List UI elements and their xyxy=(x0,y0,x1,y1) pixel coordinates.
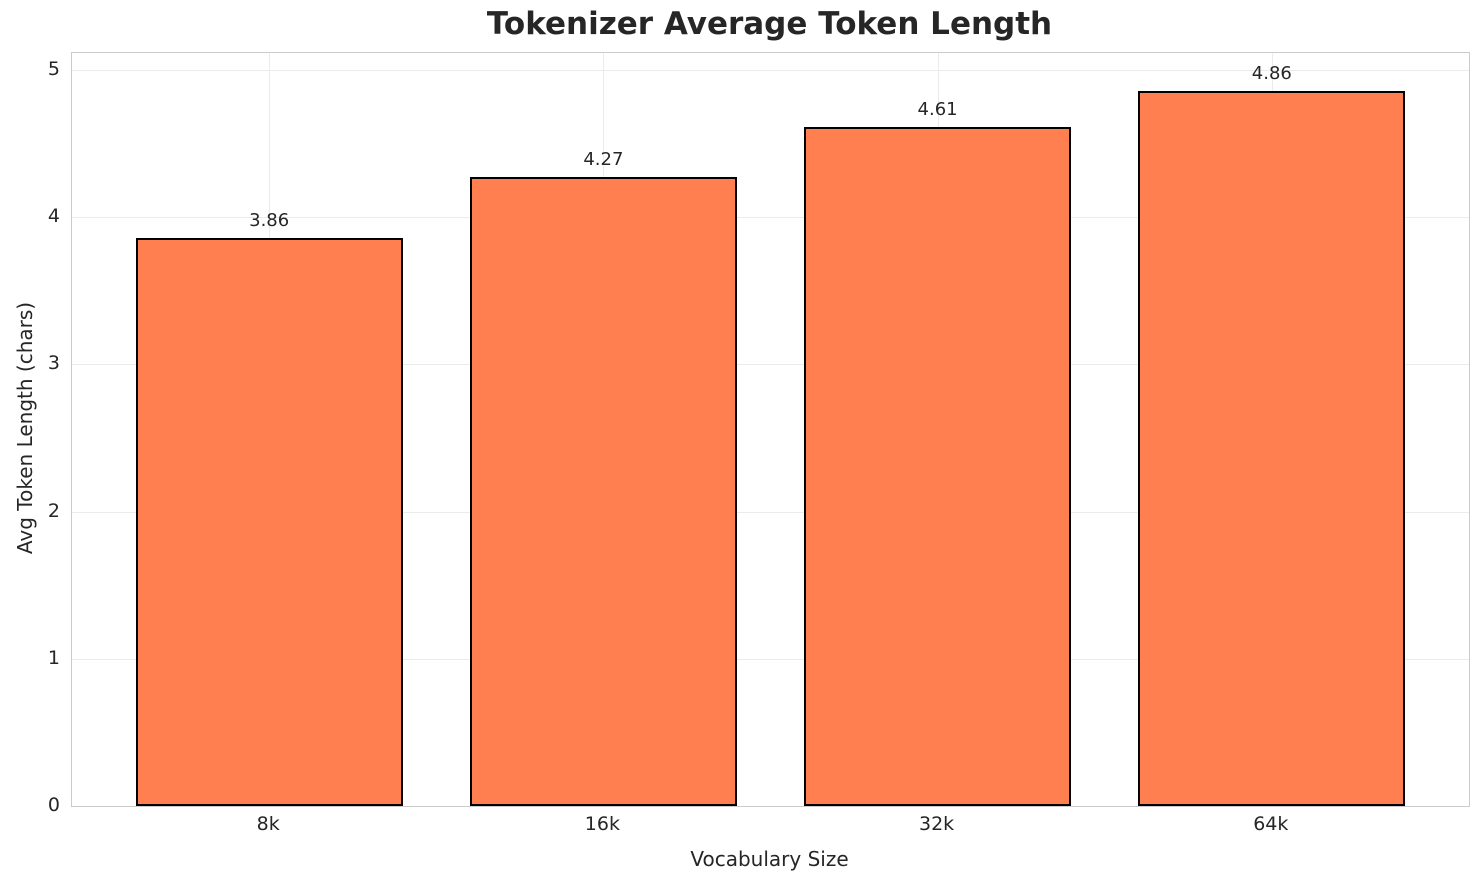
y-tick-label: 1 xyxy=(47,646,60,669)
y-tick-label: 0 xyxy=(47,794,60,816)
chart-title: Tokenizer Average Token Length xyxy=(486,6,1053,42)
gridline-horizontal xyxy=(72,658,1469,660)
x-axis-label: Vocabulary Size xyxy=(690,847,849,871)
x-tick-label-16k: 16k xyxy=(584,813,620,835)
x-tick-label-32k: 32k xyxy=(919,813,955,835)
gridline-horizontal xyxy=(72,217,1469,219)
bar-value-label: 4.86 xyxy=(1251,62,1292,84)
bar-value-label: 4.27 xyxy=(583,149,624,171)
bar-32k xyxy=(803,127,1072,806)
y-tick-label: 4 xyxy=(47,205,60,228)
gridline-horizontal xyxy=(72,511,1469,513)
bar-8k xyxy=(135,237,403,806)
x-tick-label-64k: 64k xyxy=(1253,813,1289,835)
bar-value-label: 4.61 xyxy=(917,99,958,121)
y-tick-label: 2 xyxy=(47,499,60,522)
x-tick-label-8k: 8k xyxy=(256,813,280,835)
y-tick-label: 5 xyxy=(47,57,60,80)
y-tick-label: 3 xyxy=(47,352,60,375)
bar-64k xyxy=(1138,90,1406,806)
bar-value-label: 3.86 xyxy=(249,209,290,231)
gridline-horizontal xyxy=(72,364,1469,366)
gridline-horizontal xyxy=(72,69,1469,71)
bar-16k xyxy=(469,177,738,806)
plot-area: 3.86 4.27 4.61 4.86 xyxy=(71,52,1470,807)
